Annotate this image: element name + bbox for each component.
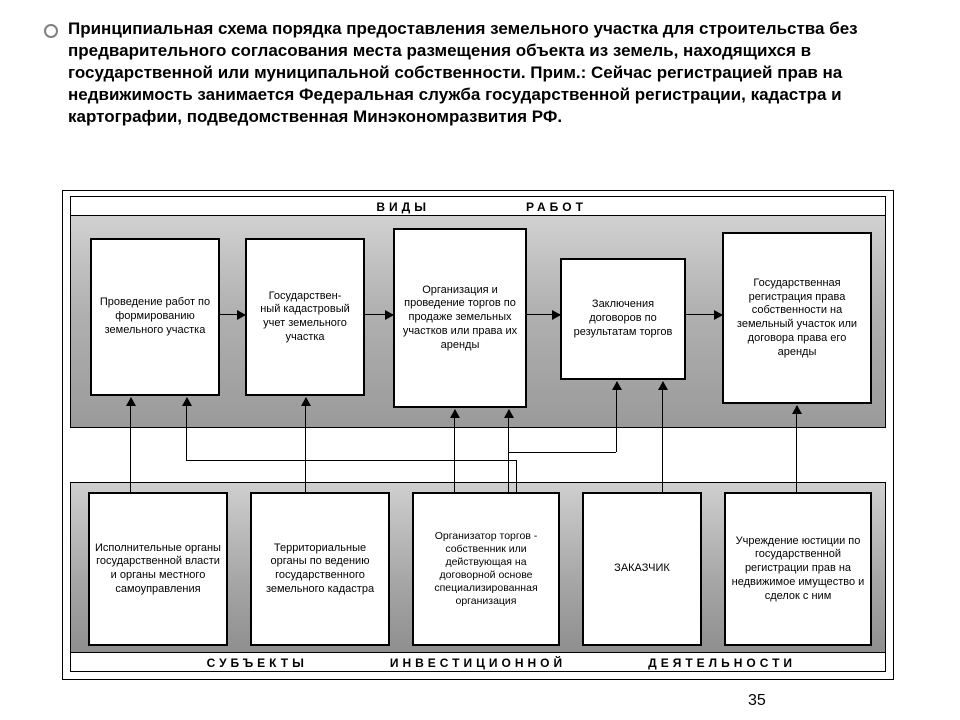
subject-box-4-text: ЗАКАЗЧИК [614,562,670,576]
bullet-icon [44,24,58,38]
page-title: Принципиальная схема порядка предоставле… [68,18,888,128]
arrow-v-6 [616,382,617,452]
arrow-v-8 [796,406,797,492]
work-box-3: Организация и проведение торгов по прода… [393,228,527,408]
subject-box-5-text: Учреждение юстиции по государственной ре… [730,535,866,604]
footer-right: ДЕЯТЕЛЬНОСТИ [648,653,876,673]
subject-box-2: Территориальные органы по ведению госуда… [250,492,390,646]
subject-box-4: ЗАКАЗЧИК [582,492,702,646]
arrow-v-3 [305,398,306,492]
arrow-v-5 [508,410,509,452]
arrow-v-4 [454,410,455,492]
arrow-h-3 [527,314,560,315]
work-box-3-text: Организация и проведение торгов по прода… [399,284,521,353]
bottom-panel-footer: СУБЪЕКТЫ ИНВЕСТИЦИОННОЙ ДЕЯТЕЛЬНОСТИ [70,652,886,672]
footer-mid: ИНВЕСТИЦИОННОЙ [315,653,641,673]
work-box-2-text: Государствен- ный кадастровый учет земел… [251,290,359,345]
subject-box-2-text: Территориальные органы по ведению госуда… [256,542,384,597]
top-header-right: РАБОТ [526,197,884,217]
work-box-5-text: Государственная регистрация права собств… [728,277,866,360]
work-box-1-text: Проведение работ по формированию земельн… [96,296,214,337]
arrow-v-2 [186,398,187,460]
footer-left: СУБЪЕКТЫ [80,653,308,673]
subject-box-1-text: Исполнительные органы государственной вл… [94,542,222,597]
work-box-4-text: Заключения договоров по результатам торг… [566,298,680,339]
work-box-4: Заключения договоров по результатам торг… [560,258,686,380]
page-number: 35 [748,692,766,710]
arrow-h-1 [220,314,245,315]
arrow-v-1 [130,398,131,492]
arrow-h-4 [686,314,722,315]
top-header-left: ВИДЫ [72,197,430,217]
subject-box-1: Исполнительные органы государственной вл… [88,492,228,646]
connector-v-1 [516,460,517,492]
top-panel-header: ВИДЫ РАБОТ [70,196,886,216]
work-box-1: Проведение работ по формированию земельн… [90,238,220,396]
connector-h-1 [186,460,516,461]
work-box-2: Государствен- ный кадастровый учет земел… [245,238,365,396]
subject-box-5: Учреждение юстиции по государственной ре… [724,492,872,646]
subject-box-3-text: Организатор торгов - собственник или дей… [418,530,554,609]
connector-h-2 [508,452,616,453]
work-box-5: Государственная регистрация права собств… [722,232,872,404]
connector-v-2 [508,452,509,492]
subject-box-3: Организатор торгов - собственник или дей… [412,492,560,646]
arrow-v-7 [662,382,663,492]
arrow-h-2 [365,314,393,315]
